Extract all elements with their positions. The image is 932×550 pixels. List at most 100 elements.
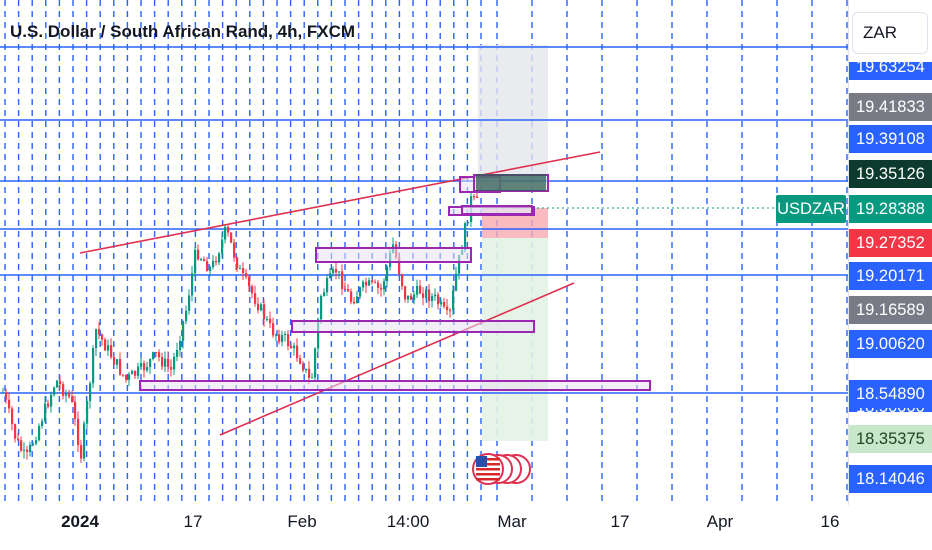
candle-body: [344, 288, 347, 290]
candle-body: [23, 449, 26, 451]
candle-body: [146, 367, 149, 371]
candle-body: [419, 285, 422, 294]
candle-body: [170, 366, 173, 370]
candle-body: [119, 359, 122, 375]
candle-body: [53, 387, 56, 395]
candle-body: [404, 286, 407, 300]
time-label: 16: [820, 512, 840, 531]
candle-body: [224, 226, 227, 240]
zone-rectangle: [139, 380, 651, 391]
time-label: Apr: [706, 512, 734, 531]
candle-body: [77, 418, 80, 446]
upper-trend-line: [79, 151, 601, 254]
candle-body: [134, 370, 137, 376]
candle-body: [2, 392, 5, 394]
candle-body: [362, 281, 365, 288]
candle-body: [374, 282, 377, 284]
candle-body: [206, 261, 209, 272]
candle-body: [74, 401, 77, 419]
candle-body: [398, 257, 401, 275]
candle-body: [143, 363, 146, 371]
candle-body: [92, 348, 95, 384]
candle-body: [209, 267, 212, 272]
candle-body: [242, 268, 245, 274]
candle-body: [194, 249, 197, 274]
candle-body: [449, 309, 452, 311]
candle-body: [239, 268, 242, 270]
candle-body: [377, 282, 380, 288]
us-flag-stripe: [476, 458, 500, 461]
position-grey-area: [478, 45, 548, 180]
zone-rectangle: [315, 247, 472, 263]
candle-body: [161, 357, 164, 367]
price-label: 19.35126: [849, 160, 932, 188]
candle-body: [326, 278, 329, 293]
candle-body: [446, 306, 449, 310]
candle-body: [182, 321, 185, 341]
symbol-tag: USDZAR: [776, 195, 846, 223]
candle-body: [59, 380, 62, 385]
candle-body: [320, 295, 323, 320]
candle-body: [221, 239, 224, 254]
candle-body: [443, 301, 446, 307]
candle-body: [323, 292, 326, 296]
price-label: 19.16589: [849, 296, 932, 324]
candle-body: [89, 383, 92, 402]
candle-body: [95, 329, 98, 349]
candle-body: [65, 393, 68, 396]
chart-title: U.S. Dollar / South African Rand, 4h, FX…: [10, 22, 356, 41]
candle-body: [341, 271, 344, 289]
take-profit-zone: [482, 238, 548, 441]
candle-body: [68, 393, 71, 397]
candle-body: [26, 449, 29, 453]
candle-body: [269, 318, 272, 324]
candle-body: [5, 392, 8, 400]
candle-body: [260, 304, 263, 311]
candle-body: [428, 289, 431, 302]
candle-body: [293, 345, 296, 349]
candle-body: [254, 293, 257, 304]
candle-body: [437, 294, 440, 305]
candle-body: [401, 274, 404, 287]
candle-body: [290, 346, 293, 349]
candle-body: [317, 319, 320, 349]
candle-body: [425, 289, 428, 298]
candle-body: [83, 423, 86, 459]
candle-body: [137, 366, 140, 376]
candle-body: [71, 396, 74, 402]
candle-body: [164, 358, 167, 367]
candle-body: [56, 380, 59, 388]
currency-selector[interactable]: ZAR: [852, 12, 928, 54]
candle-body: [35, 440, 38, 444]
zone-rectangle: [461, 205, 533, 215]
candle-body: [302, 363, 305, 371]
chart-pane[interactable]: [0, 0, 848, 505]
candle-body: [350, 291, 353, 302]
us-flag-stripe: [476, 463, 500, 466]
candle-body: [452, 290, 455, 311]
time-label: 17: [183, 512, 203, 531]
time-label: 17: [610, 512, 630, 531]
candle-body: [410, 295, 413, 300]
candle-body: [152, 352, 155, 360]
candle-body: [80, 445, 83, 459]
candle-body: [368, 280, 371, 286]
us-flag-canton: [476, 456, 487, 467]
time-axis[interactable]: [0, 505, 848, 550]
candle-body: [416, 285, 419, 295]
candle-body: [140, 363, 143, 367]
candle-body: [236, 257, 239, 269]
price-label: 19.39108: [849, 125, 932, 153]
candle-body: [167, 358, 170, 367]
us-flag-stripe: [476, 468, 500, 471]
price-label: 18.35375: [849, 425, 932, 453]
candle-body: [197, 249, 200, 260]
price-label: 19.20171: [849, 262, 932, 290]
price-label: 18.54890: [849, 380, 932, 408]
candle-body: [233, 242, 236, 258]
candle-body: [8, 399, 11, 409]
candle-body: [203, 259, 206, 262]
candle-body: [38, 425, 41, 441]
candle-body: [422, 293, 425, 298]
candle-body: [296, 345, 299, 359]
